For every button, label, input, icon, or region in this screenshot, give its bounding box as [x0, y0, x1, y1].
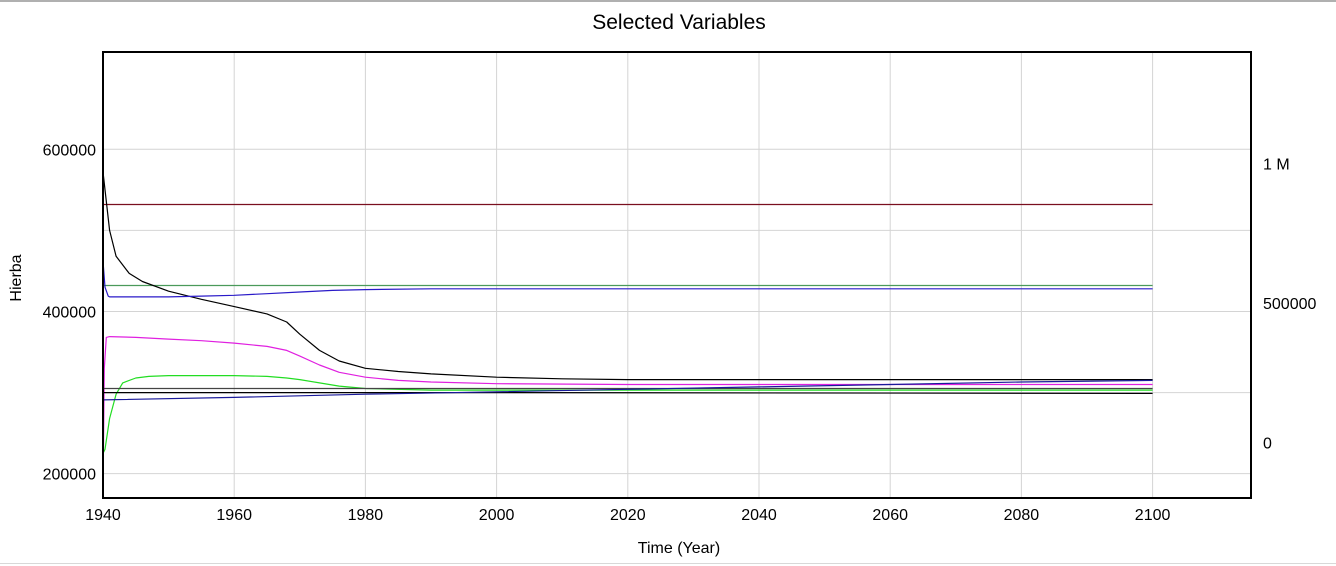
y-tick-label-right: 1 M: [1263, 157, 1290, 174]
chart-title: Selected Variables: [592, 11, 766, 34]
series-line-5: [102, 336, 1153, 494]
x-tick-label: 1980: [348, 507, 384, 524]
x-tick-label: 2020: [610, 507, 646, 524]
y-tick-labels-right: 0 500000 1 M: [1263, 157, 1316, 453]
y-tick-labels-left: 200000 400000 600000: [43, 142, 96, 483]
series-line-8: [103, 392, 1153, 394]
y-tick-label-left: 200000: [43, 467, 96, 484]
grid: [103, 52, 1251, 498]
series-line-4: [102, 261, 1153, 298]
plot-frame: [102, 51, 1252, 499]
y-tick-label-left: 600000: [43, 142, 96, 159]
y-tick-label-left: 400000: [43, 304, 96, 321]
x-tick-label: 1960: [216, 507, 252, 524]
x-tick-label: 1940: [85, 507, 121, 524]
y-tick-label-right: 500000: [1263, 296, 1316, 313]
y-tick-label-right: 0: [1263, 435, 1272, 452]
bottom-border: [0, 563, 1336, 564]
x-tick-label: 2040: [741, 507, 777, 524]
series-layer: [102, 171, 1153, 494]
top-border: [0, 0, 1336, 2]
x-tick-label: 2000: [479, 507, 515, 524]
x-tick-label: 2100: [1135, 507, 1171, 524]
y-axis-label: Hierba: [8, 254, 25, 301]
series-line-3: [102, 171, 1153, 381]
series-line-9: [102, 379, 1153, 401]
x-tick-label: 2060: [872, 507, 908, 524]
x-tick-label: 2080: [1004, 507, 1040, 524]
x-axis-label: Time (Year): [638, 540, 720, 557]
x-tick-labels: 1940 1960 1980 2000 2020 2040 2060 2080 2100: [85, 507, 1170, 524]
